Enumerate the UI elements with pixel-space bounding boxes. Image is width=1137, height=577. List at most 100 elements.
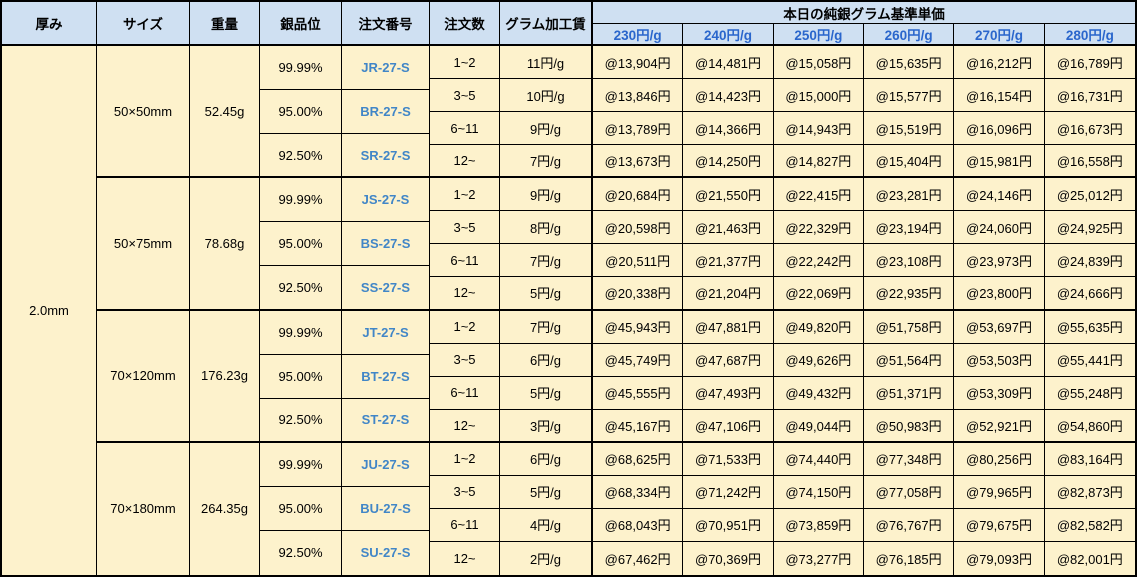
price-cell: @14,481円 [683,46,774,80]
price-cell: @68,043円 [593,508,684,542]
fee-cell: 5円/g [500,376,593,410]
price-cell: @70,951円 [683,508,774,542]
price-cell: @22,415円 [773,178,864,212]
fee-cell: 4円/g [500,508,593,542]
order-no-cell: SR-27-S [342,134,430,179]
price-cell: @20,684円 [593,178,684,212]
price-cell: @24,060円 [954,211,1045,245]
col-header-gram-fee: グラム加工賃 [500,2,593,46]
price-col-header: 250円/g [773,24,864,46]
col-header-thickness: 厚み [2,2,97,46]
order-no-cell: SU-27-S [342,530,430,575]
price-cell: @13,789円 [593,112,684,146]
price-cell: @21,377円 [683,244,774,278]
order-no-cell: BT-27-S [342,354,430,399]
price-cell: @67,462円 [593,541,684,575]
price-cell: @77,348円 [864,442,955,476]
price-cell: @16,212円 [954,46,1045,80]
price-cell: @15,404円 [864,145,955,179]
price-cell: @77,058円 [864,475,955,509]
order-no-cell: BS-27-S [342,222,430,267]
fee-cell: 8円/g [500,211,593,245]
qty-range-cell: 12~ [430,145,500,179]
order-no-cell: SS-27-S [342,266,430,311]
purity-cell: 92.50% [260,266,342,311]
price-cell: @74,440円 [773,442,864,476]
fee-cell: 9円/g [500,112,593,146]
weight-cell: 264.35g [190,442,260,575]
qty-range-cell: 12~ [430,409,500,443]
purity-cell: 95.00% [260,222,342,267]
price-cell: @82,582円 [1044,508,1135,542]
qty-range-cell: 12~ [430,277,500,311]
order-no-cell: JR-27-S [342,46,430,91]
price-cell: @45,167円 [593,409,684,443]
price-cell: @23,973円 [954,244,1045,278]
price-cell: @73,859円 [773,508,864,542]
price-cell: @68,625円 [593,442,684,476]
price-cell: @15,519円 [864,112,955,146]
price-cell: @14,366円 [683,112,774,146]
price-cell: @50,983円 [864,409,955,443]
price-cell: @74,150円 [773,475,864,509]
fee-cell: 2円/g [500,541,593,575]
price-cell: @47,493円 [683,376,774,410]
price-cell: @14,250円 [683,145,774,179]
order-no-cell: JT-27-S [342,310,430,355]
price-cell: @70,369円 [683,541,774,575]
fee-cell: 7円/g [500,145,593,179]
price-cell: @14,943円 [773,112,864,146]
price-cell: @14,423円 [683,79,774,113]
size-cell: 50×50mm [97,46,190,179]
price-cell: @16,731円 [1044,79,1135,113]
weight-cell: 78.68g [190,178,260,311]
fee-cell: 9円/g [500,178,593,212]
qty-range-cell: 1~2 [430,46,500,80]
order-no-cell: JU-27-S [342,442,430,487]
size-cell: 70×120mm [97,310,190,443]
price-cell: @71,242円 [683,475,774,509]
price-cell: @53,503円 [954,343,1045,377]
price-cell: @80,256円 [954,442,1045,476]
price-cell: @14,827円 [773,145,864,179]
price-cell: @49,626円 [773,343,864,377]
qty-range-cell: 12~ [430,541,500,575]
price-cell: @24,839円 [1044,244,1135,278]
price-cell: @23,281円 [864,178,955,212]
purity-cell: 95.00% [260,90,342,135]
price-cell: @54,860円 [1044,409,1135,443]
qty-range-cell: 6~11 [430,508,500,542]
price-cell: @79,965円 [954,475,1045,509]
qty-range-cell: 1~2 [430,442,500,476]
purity-cell: 99.99% [260,442,342,487]
price-cell: @45,749円 [593,343,684,377]
price-cell: @49,432円 [773,376,864,410]
weight-cell: 52.45g [190,46,260,179]
price-cell: @21,463円 [683,211,774,245]
price-cell: @13,846円 [593,79,684,113]
price-cell: @47,687円 [683,343,774,377]
price-cell: @52,921円 [954,409,1045,443]
price-cell: @23,194円 [864,211,955,245]
fee-cell: 6円/g [500,343,593,377]
order-no-cell: ST-27-S [342,398,430,443]
qty-range-cell: 3~5 [430,475,500,509]
purity-cell: 99.99% [260,310,342,355]
price-cell: @22,069円 [773,277,864,311]
price-cell: @16,096円 [954,112,1045,146]
qty-range-cell: 6~11 [430,112,500,146]
price-cell: @47,881円 [683,310,774,344]
price-cell: @20,511円 [593,244,684,278]
price-cell: @82,873円 [1044,475,1135,509]
size-cell: 70×180mm [97,442,190,575]
price-cell: @51,564円 [864,343,955,377]
purity-cell: 95.00% [260,486,342,531]
qty-range-cell: 3~5 [430,211,500,245]
fee-cell: 3円/g [500,409,593,443]
price-cell: @15,000円 [773,79,864,113]
qty-range-cell: 3~5 [430,343,500,377]
price-cell: @49,044円 [773,409,864,443]
price-cell: @55,635円 [1044,310,1135,344]
price-cell: @24,925円 [1044,211,1135,245]
price-cell: @16,154円 [954,79,1045,113]
